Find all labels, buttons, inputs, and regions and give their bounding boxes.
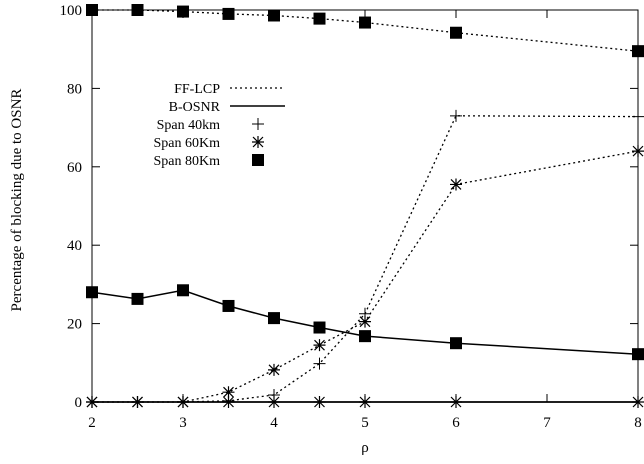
marker-star [268, 363, 280, 376]
marker-star [252, 136, 264, 148]
marker-plus [450, 109, 462, 122]
marker-star [313, 339, 326, 352]
marker-star [86, 396, 98, 408]
marker-star [131, 396, 144, 408]
series-b-osnr-star [86, 396, 644, 408]
marker-star [450, 396, 462, 408]
marker-square [131, 4, 144, 16]
series-ff-lcp-square [86, 4, 644, 58]
marker-square [222, 7, 235, 20]
y-axis-title: Percentage of blocking due to OSNR [9, 89, 25, 312]
legend-label: Span 80Km [154, 154, 221, 169]
marker-star [632, 396, 644, 408]
legend-label: FF-LCP [174, 82, 220, 97]
marker-square [450, 337, 462, 350]
series-ff-lcp-star [86, 145, 644, 408]
y-tick-label: 60 [67, 160, 82, 176]
x-tick-label: 5 [361, 415, 369, 431]
marker-square [86, 286, 98, 299]
legend-label: Span 40km [157, 118, 221, 133]
marker-plus [252, 118, 264, 130]
plot-series [86, 4, 644, 408]
x-tick-label: 7 [543, 415, 551, 431]
marker-star [313, 396, 326, 408]
x-tick-label: 3 [179, 415, 187, 431]
marker-star [222, 396, 235, 408]
legend-label: Span 60Km [154, 136, 221, 151]
x-tick-label: 4 [270, 415, 278, 431]
marker-square [222, 299, 235, 312]
series-line [92, 150, 639, 403]
series-b-osnr-square [86, 284, 644, 361]
marker-square [252, 154, 264, 166]
marker-square [177, 5, 189, 18]
marker-star [632, 145, 644, 158]
marker-square [632, 45, 644, 58]
x-tick-label: 6 [452, 415, 460, 431]
marker-star [222, 386, 235, 399]
marker-star [450, 178, 462, 191]
marker-square [359, 16, 371, 29]
marker-square [313, 321, 326, 334]
y-tick-label: 100 [60, 3, 83, 19]
marker-square [268, 9, 280, 22]
series-line [92, 9, 639, 52]
marker-square [632, 348, 644, 361]
x-tick-label: 8 [634, 415, 642, 431]
legend-label: B-OSNR [169, 100, 221, 115]
marker-square [359, 330, 371, 343]
x-tick-label: 2 [88, 415, 96, 431]
marker-square [313, 12, 326, 25]
marker-star [359, 315, 371, 328]
y-tick-label: 80 [67, 81, 82, 97]
marker-plus [632, 110, 644, 123]
marker-square [450, 26, 462, 39]
x-axis-title: ρ [361, 440, 369, 456]
marker-square [131, 292, 144, 305]
plot-frame [91, 9, 639, 403]
marker-square [268, 312, 280, 325]
legend: FF-LCP B-OSNR Span 40km Span 60Km Span 80Km [154, 82, 285, 169]
y-tick-label: 20 [67, 317, 82, 333]
marker-star [177, 396, 189, 408]
marker-plus [313, 357, 326, 370]
marker-star [359, 396, 371, 408]
marker-square [177, 284, 189, 297]
y-tick-label: 40 [67, 238, 82, 254]
marker-star [268, 396, 280, 408]
y-tick-label: 0 [75, 395, 83, 411]
marker-square [86, 4, 98, 16]
